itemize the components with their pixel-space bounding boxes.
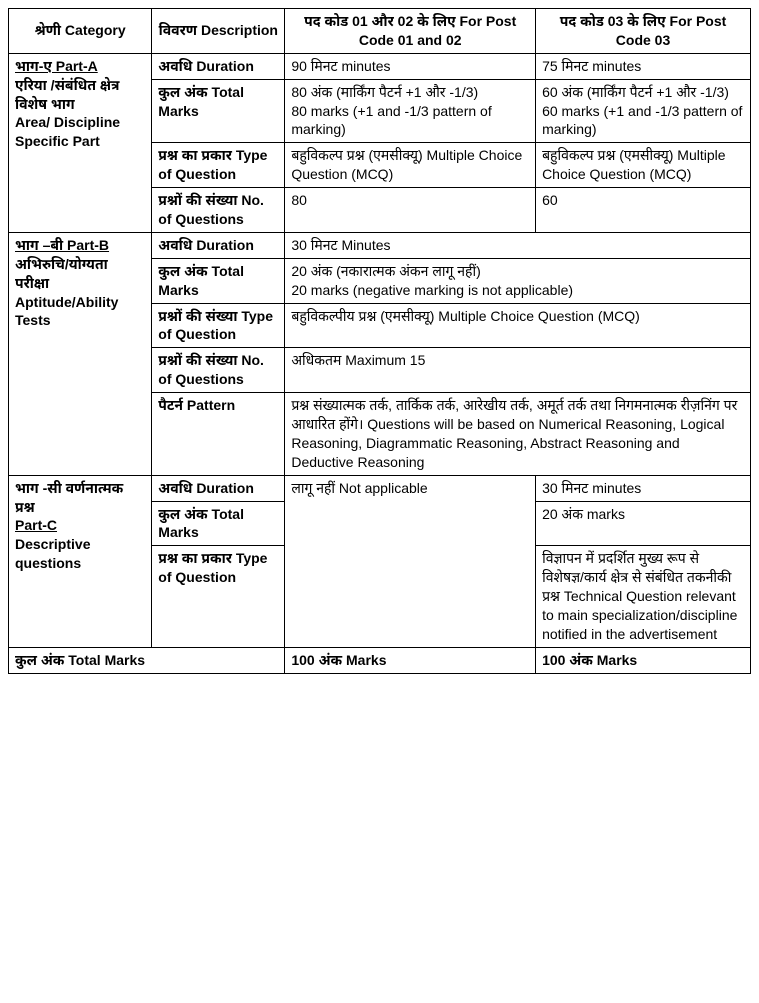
part-b-title-en: Aptitude/Ability Tests [15, 294, 118, 329]
header-description: विवरण Description [152, 9, 285, 54]
part-b-marks-label: कुल अंक Total Marks [152, 258, 285, 303]
part-a-questions-c3: 80 [285, 188, 536, 233]
total-marks-label: कुल अंक Total Marks [9, 647, 285, 673]
part-b-pattern-val: प्रश्न संख्यात्मक तर्क, तार्किक तर्क, आर… [285, 393, 751, 476]
part-c-type-label: प्रश्न का प्रकार Type of Question [152, 546, 285, 647]
part-a-type-c4: बहुविकल्प प्रश्न (एमसीक्यू) Multiple Cho… [536, 143, 751, 188]
header-post-03: पद कोड 03 के लिए For Post Code 03 [536, 9, 751, 54]
part-a-duration-label: अवधि Duration [152, 53, 285, 79]
part-b-type-val: बहुविकल्पीय प्रश्न (एमसीक्यू) Multiple C… [285, 303, 751, 348]
part-c-category: भाग -सी वर्णनात्मक प्रश्न Part-C Descrip… [9, 475, 152, 647]
part-a-title-bold2: विशेष भाग [15, 96, 75, 112]
part-c-duration-label: अवधि Duration [152, 475, 285, 501]
header-post-01-02: पद कोड 01 और 02 के लिए For Post Code 01 … [285, 9, 536, 54]
table-header-row: श्रेणी Category विवरण Description पद कोड… [9, 9, 751, 54]
part-b-title-underline: भाग –बी Part-B [15, 237, 109, 253]
part-b-questions-label: प्रश्नों की संख्या No. of Questions [152, 348, 285, 393]
part-b-duration-val: 30 मिनट Minutes [285, 232, 751, 258]
part-b-duration-label: अवधि Duration [152, 232, 285, 258]
part-c-duration-c4: 30 मिनट minutes [536, 475, 751, 501]
part-c-marks-label: कुल अंक Total Marks [152, 501, 285, 546]
part-a-category: भाग-ए Part-A एरिया /संबंधित क्षेत्र विशे… [9, 53, 152, 232]
part-a-row-duration: भाग-ए Part-A एरिया /संबंधित क्षेत्र विशे… [9, 53, 751, 79]
part-a-questions-c4: 60 [536, 188, 751, 233]
part-a-title-hi: एरिया /संबंधित क्षेत्र [15, 77, 120, 93]
part-a-marks-c4: 60 अंक (मार्किंग पैटर्न +1 और -1/3)60 ma… [536, 79, 751, 143]
total-marks-c3: 100 अंक Marks [285, 647, 536, 673]
part-a-title-underline: भाग-ए Part-A [15, 58, 98, 74]
part-b-type-label: प्रश्नों की संख्या Type of Question [152, 303, 285, 348]
part-b-questions-val: अधिकतम Maximum 15 [285, 348, 751, 393]
part-a-marks-label: कुल अंक Total Marks [152, 79, 285, 143]
part-a-type-c3: बहुविकल्प प्रश्न (एमसीक्यू) Multiple Cho… [285, 143, 536, 188]
part-a-marks-c3: 80 अंक (मार्किंग पैटर्न +1 और -1/3)80 ma… [285, 79, 536, 143]
total-marks-row: कुल अंक Total Marks 100 अंक Marks 100 अं… [9, 647, 751, 673]
part-c-type-c4: विज्ञापन में प्रदर्शित मुख्य रूप से विशे… [536, 546, 751, 647]
part-c-title-en-rest: Descriptive questions [15, 536, 90, 571]
exam-structure-table: श्रेणी Category विवरण Description पद कोड… [8, 8, 751, 674]
part-b-title-bold2: अभिरुचि/योग्यता परीक्षा [15, 256, 108, 291]
part-a-type-label: प्रश्न का प्रकार Type of Question [152, 143, 285, 188]
part-c-title-en-u: Part-C [15, 517, 57, 533]
part-c-not-applicable: लागू नहीं Not applicable [285, 475, 536, 647]
part-a-duration-c3: 90 मिनट minutes [285, 53, 536, 79]
part-a-duration-c4: 75 मिनट minutes [536, 53, 751, 79]
header-category: श्रेणी Category [9, 9, 152, 54]
part-b-row-duration: भाग –बी Part-B अभिरुचि/योग्यता परीक्षा A… [9, 232, 751, 258]
part-a-title-en: Area/ Discipline Specific Part [15, 114, 120, 149]
part-a-questions-label: प्रश्नों की संख्या No. of Questions [152, 188, 285, 233]
part-c-row-duration: भाग -सी वर्णनात्मक प्रश्न Part-C Descrip… [9, 475, 751, 501]
part-c-marks-c4: 20 अंक marks [536, 501, 751, 546]
part-b-marks-val: 20 अंक (नकारात्मक अंकन लागू नहीं)20 mark… [285, 258, 751, 303]
part-c-title-hi: भाग -सी वर्णनात्मक प्रश्न [15, 480, 123, 515]
part-b-category: भाग –बी Part-B अभिरुचि/योग्यता परीक्षा A… [9, 232, 152, 475]
part-b-pattern-label: पैटर्न Pattern [152, 393, 285, 476]
total-marks-c4: 100 अंक Marks [536, 647, 751, 673]
